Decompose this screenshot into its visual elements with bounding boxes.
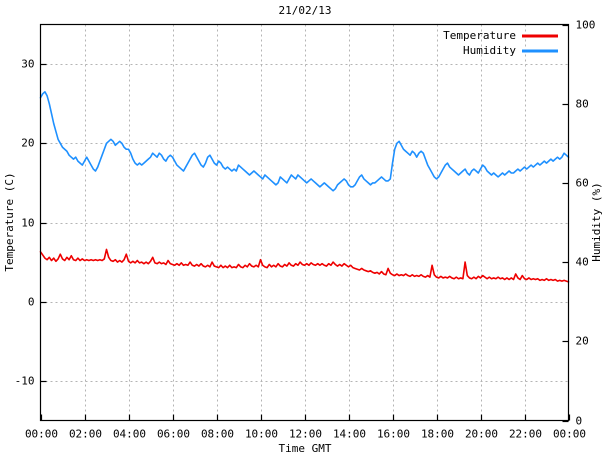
legend-label-humidity: Humidity [463, 44, 516, 57]
x-tick-label: 12:00 [289, 428, 322, 441]
series-layer [39, 91, 570, 283]
y2-tick-label: 0 [576, 415, 583, 428]
plot-frame [39, 23, 570, 422]
x-tick-label: 04:00 [113, 428, 146, 441]
x-tick-label: 14:00 [333, 428, 366, 441]
legend-label-temperature: Temperature [443, 29, 516, 42]
x-tick-label: 22:00 [509, 428, 542, 441]
y-tick-label: 0 [28, 296, 35, 309]
axis-layer: -10 0 10 20 30 0 20 40 60 80 100 00:00 02:00 04:00 06:… [15, 19, 596, 441]
chart-title: 21/02/13 [279, 4, 332, 17]
x-tick-label: 10:00 [245, 428, 278, 441]
y2-tick-label: 100 [576, 19, 596, 32]
y-tick-label: 30 [21, 58, 34, 71]
x-tick-label: 00:00 [25, 428, 58, 441]
y2-axis-title: Humidity (%) [590, 182, 603, 261]
y-axis-title: Temperature (C) [3, 172, 16, 271]
x-tick-label: 08:00 [201, 428, 234, 441]
y2-tick-label: 40 [576, 256, 589, 269]
chart-legend: Temperature Humidity [443, 29, 558, 57]
gridlines [40, 24, 569, 421]
x-tick-label: 06:00 [157, 428, 190, 441]
x-tick-label: 18:00 [421, 428, 454, 441]
y2-tick-label: 20 [576, 335, 589, 348]
x-tick-label: 02:00 [69, 428, 102, 441]
y-tick-label: 10 [21, 217, 34, 230]
y2-tick-label: 80 [576, 98, 589, 111]
series-line-temperature [39, 248, 570, 283]
series-line-humidity [39, 91, 570, 192]
x-axis-title: Time GMT [279, 442, 332, 455]
x-tick-label: 00:00 [553, 428, 586, 441]
y2-tick-label: 60 [576, 177, 589, 190]
x-tick-label: 20:00 [465, 428, 498, 441]
y-tick-label: -10 [15, 375, 35, 388]
y-tick-label: 20 [21, 137, 34, 150]
x-tick-label: 16:00 [377, 428, 410, 441]
